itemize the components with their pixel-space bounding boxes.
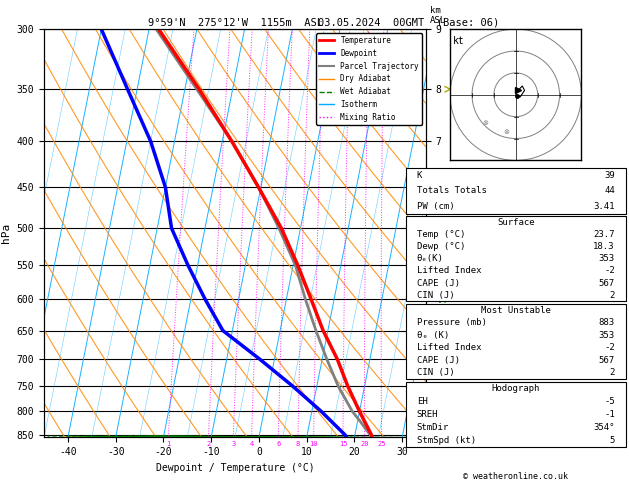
Text: 15: 15: [339, 441, 347, 447]
Text: Surface: Surface: [497, 218, 535, 227]
Text: 23.7: 23.7: [593, 230, 615, 239]
Text: θₑ (K): θₑ (K): [416, 330, 449, 340]
Text: $\otimes$: $\otimes$: [482, 119, 489, 127]
Text: Hodograph: Hodograph: [492, 383, 540, 393]
Text: Lifted Index: Lifted Index: [416, 266, 481, 276]
Text: Temp (°C): Temp (°C): [416, 230, 465, 239]
Text: 03.05.2024  00GMT  (Base: 06): 03.05.2024 00GMT (Base: 06): [318, 17, 499, 27]
FancyBboxPatch shape: [406, 216, 626, 301]
Y-axis label: hPa: hPa: [1, 223, 11, 243]
Text: 2: 2: [610, 368, 615, 377]
Text: 10: 10: [309, 441, 318, 447]
Text: 39: 39: [604, 171, 615, 180]
Text: Totals Totals: Totals Totals: [416, 186, 487, 195]
Text: K: K: [416, 171, 422, 180]
FancyBboxPatch shape: [406, 168, 626, 214]
Text: -5: -5: [604, 397, 615, 406]
Text: 1: 1: [166, 441, 170, 447]
Text: Dewp (°C): Dewp (°C): [416, 242, 465, 251]
Text: 4: 4: [250, 441, 253, 447]
Text: 883: 883: [599, 318, 615, 327]
Text: 567: 567: [599, 278, 615, 288]
Text: 567: 567: [599, 356, 615, 365]
Text: PW (cm): PW (cm): [416, 202, 454, 210]
Text: CAPE (J): CAPE (J): [416, 278, 460, 288]
Text: 8: 8: [296, 441, 300, 447]
Text: 2: 2: [610, 291, 615, 300]
X-axis label: Dewpoint / Temperature (°C): Dewpoint / Temperature (°C): [156, 463, 314, 473]
Text: 6: 6: [276, 441, 281, 447]
Text: CIN (J): CIN (J): [416, 291, 454, 300]
Text: StmDir: StmDir: [416, 423, 449, 432]
Text: θₑ(K): θₑ(K): [416, 254, 443, 263]
Text: Pressure (mb): Pressure (mb): [416, 318, 487, 327]
Text: -2: -2: [604, 343, 615, 352]
Title: 9°59'N  275°12'W  1155m  ASL: 9°59'N 275°12'W 1155m ASL: [148, 18, 323, 28]
Text: km
ASL: km ASL: [430, 6, 446, 25]
Text: 5: 5: [610, 436, 615, 445]
Text: $\otimes$: $\otimes$: [503, 127, 511, 136]
FancyBboxPatch shape: [406, 382, 626, 447]
Text: © weatheronline.co.uk: © weatheronline.co.uk: [464, 472, 568, 481]
Text: CIN (J): CIN (J): [416, 368, 454, 377]
Text: 354°: 354°: [593, 423, 615, 432]
Text: Most Unstable: Most Unstable: [481, 306, 551, 314]
Text: EH: EH: [416, 397, 428, 406]
Text: StmSpd (kt): StmSpd (kt): [416, 436, 476, 445]
Text: Mixing Ratio (g/kg): Mixing Ratio (g/kg): [464, 177, 474, 289]
Text: -2: -2: [604, 266, 615, 276]
Text: 3.41: 3.41: [593, 202, 615, 210]
FancyBboxPatch shape: [406, 304, 626, 379]
Text: 44: 44: [604, 186, 615, 195]
Text: 2: 2: [206, 441, 211, 447]
Text: 25: 25: [377, 441, 386, 447]
Text: 353: 353: [599, 254, 615, 263]
Legend: Temperature, Dewpoint, Parcel Trajectory, Dry Adiabat, Wet Adiabat, Isotherm, Mi: Temperature, Dewpoint, Parcel Trajectory…: [316, 33, 422, 125]
Text: 353: 353: [599, 330, 615, 340]
Text: 18.3: 18.3: [593, 242, 615, 251]
Y-axis label: km
ASL: km ASL: [454, 233, 471, 255]
Text: kt: kt: [453, 36, 465, 46]
Text: Lifted Index: Lifted Index: [416, 343, 481, 352]
Text: -1: -1: [604, 410, 615, 419]
Text: CAPE (J): CAPE (J): [416, 356, 460, 365]
Text: SREH: SREH: [416, 410, 438, 419]
Text: 20: 20: [360, 441, 369, 447]
Text: 3: 3: [231, 441, 235, 447]
